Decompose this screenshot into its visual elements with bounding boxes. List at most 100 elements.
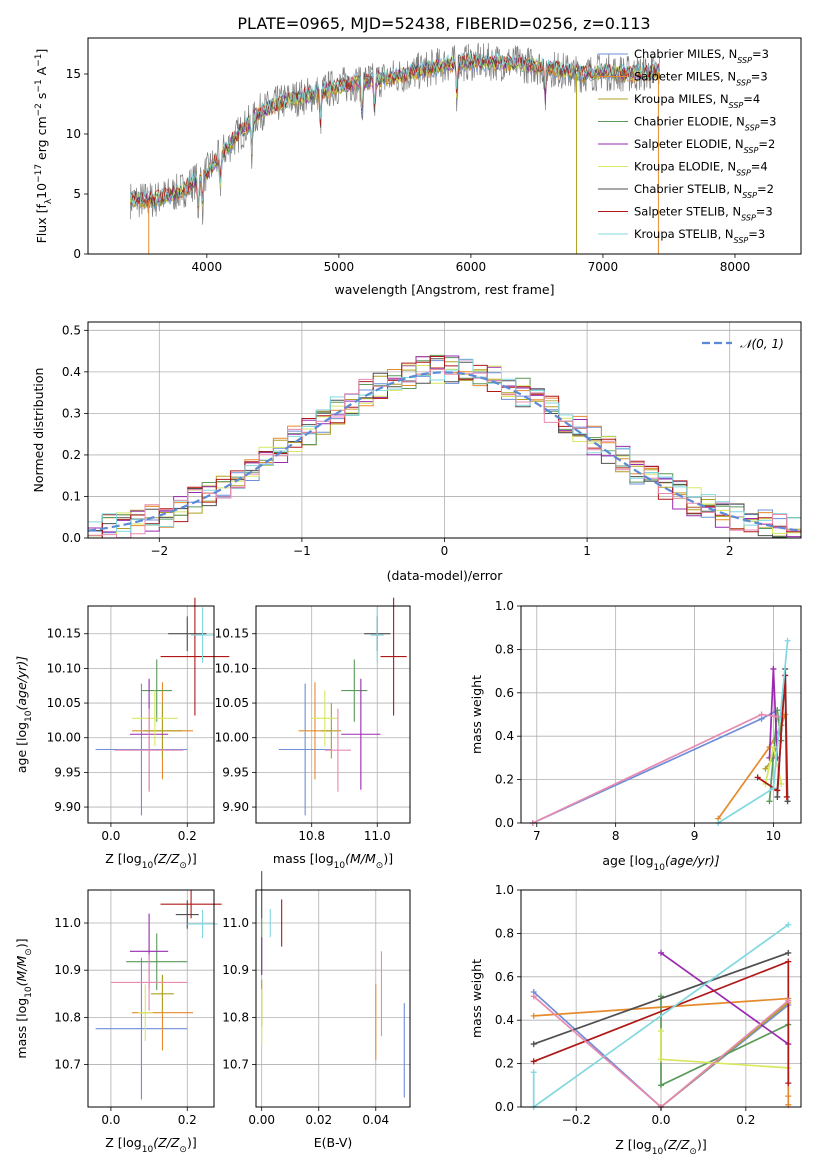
histogram-step — [88, 356, 801, 538]
x-axis-label: Z [log10(Z/Z⊙)] — [105, 1135, 196, 1155]
weight-point-marker — [658, 1028, 664, 1035]
weight-point-marker — [774, 787, 781, 794]
legend-entry: Chabrier ELODIE, NSSP=3 — [634, 115, 776, 133]
x-tick-label: 8 — [612, 829, 620, 843]
y-tick-label: 9.95 — [54, 765, 81, 779]
y-axis-label: mass weight — [469, 675, 484, 754]
x-tick-label: 2 — [726, 544, 734, 558]
weight-point-marker — [530, 1069, 537, 1076]
x-tick-label: 10.8 — [298, 829, 325, 843]
x-tick-label: 0.0 — [101, 1113, 120, 1127]
weight-point-marker — [785, 921, 792, 928]
weight-point-marker — [785, 958, 792, 965]
legend-entry: Kroupa ELODIE, NSSP=4 — [634, 160, 768, 178]
y-tick-label: 10.7 — [54, 1058, 81, 1072]
weight-point-marker — [658, 949, 664, 956]
legend-entry: Salpeter STELIB, NSSP=3 — [634, 205, 773, 223]
x-tick-label: 10 — [766, 829, 781, 843]
axes-frame — [255, 889, 411, 1108]
x-axis-label: E(B-V) — [314, 1135, 353, 1150]
weight-series-line — [757, 675, 788, 798]
x-tick-label: 0.02 — [305, 1113, 332, 1127]
legend-entry: Salpeter MILES, NSSP=3 — [634, 70, 768, 88]
figure-title: PLATE=0965, MJD=52438, FIBERID=0256, z=0… — [237, 14, 650, 33]
y-tick-label: 0.0 — [495, 816, 514, 830]
x-tick-label: 0.2 — [178, 829, 197, 843]
mass_vs_Z-panel: 0.0 0.2 10.7 10.8 10.9 11.0 Z [log10(Z/Z⊙)] mas… — [14, 889, 222, 1155]
y-tick-label: 0.2 — [495, 1057, 514, 1071]
x-tick-label: −2 — [150, 544, 168, 558]
y-tick-label: 9.95 — [222, 765, 249, 779]
normal-curve — [88, 371, 801, 532]
weight-point-marker — [766, 798, 773, 805]
weight-point-marker — [530, 1058, 537, 1065]
x-tick-label: 11.0 — [364, 829, 391, 843]
y-tick-label: 0.2 — [62, 448, 81, 462]
y-axis-label: mass weight — [469, 959, 484, 1038]
y-tick-label: 0.0 — [62, 531, 81, 545]
weight-point-marker — [530, 1041, 537, 1048]
weight-series-line — [533, 952, 789, 1045]
weight-series-line — [660, 996, 789, 1087]
x-axis-label: (data-model)/error — [387, 568, 504, 583]
weight-point-marker — [758, 711, 765, 718]
x-tick-label: 7000 — [588, 260, 619, 274]
y-tick-label: 10.00 — [47, 731, 81, 745]
weight-point-marker — [783, 793, 790, 800]
legend-entry: Kroupa MILES, NSSP=4 — [634, 92, 760, 110]
y-tick-label: 9.90 — [222, 800, 249, 814]
spectrum-legend: Chabrier MILES, NSSP=3 Salpeter MILES, NS… — [598, 47, 776, 245]
residuals-panel: −2 −1 0 1 2 0.0 0.1 0.2 0.3 0.4 0.5 (data-model)/er… — [31, 321, 802, 583]
weight-point-marker — [762, 765, 769, 772]
histograms — [88, 354, 801, 538]
x-tick-label: 1 — [583, 544, 591, 558]
weight-point-marker — [770, 785, 777, 792]
x-tick-label: 0.0 — [101, 829, 120, 843]
weight-point-marker — [774, 793, 781, 800]
weight-point-marker — [785, 997, 792, 1004]
y-tick-label: 0.4 — [62, 365, 81, 379]
legend-entry: Chabrier MILES, NSSP=3 — [634, 47, 769, 65]
y-tick-label: 1.0 — [495, 883, 514, 897]
weight-point-marker — [785, 1080, 792, 1087]
legend-entry: Kroupa STELIB, NSSP=3 — [634, 227, 765, 245]
histogram-step — [88, 368, 801, 538]
x-axis-label: wavelength [Angstrom, rest frame] — [334, 282, 554, 297]
mass_vs_ebv-panel: 0.00 0.02 0.04 10.7 10.8 10.9 11.0 E(B-V) — [222, 871, 411, 1150]
axes-frame — [520, 605, 802, 824]
weight-point-marker — [785, 1093, 792, 1100]
axes-frame — [255, 605, 411, 824]
y-tick-label: 10.9 — [54, 963, 81, 977]
x-tick-label: 7 — [533, 829, 541, 843]
weight-point-marker — [784, 637, 791, 644]
x-tick-label: 0.2 — [736, 1113, 755, 1127]
y-tick-label: 11.0 — [54, 916, 81, 930]
y-tick-label: 0.3 — [62, 406, 81, 420]
x-tick-label: −0.2 — [562, 1113, 591, 1127]
y-tick-label: 10.7 — [222, 1058, 249, 1072]
x-tick-label: 0 — [441, 544, 449, 558]
weight-point-marker — [785, 949, 792, 956]
y-tick-label: 15 — [66, 67, 81, 81]
x-tick-label: 0.04 — [362, 1113, 389, 1127]
weight_vs_age-panel: 7 8 9 10 0.0 0.2 0.4 0.6 0.8 1.0 age [log10(age/yr… — [469, 599, 802, 873]
weight-point-marker — [778, 780, 785, 787]
y-tick-label: 10.15 — [215, 627, 249, 641]
weight-point-marker — [530, 993, 537, 1000]
y-tick-label: 0.6 — [495, 970, 514, 984]
axes-frame — [87, 37, 802, 255]
y-tick-label: 10.10 — [215, 661, 249, 675]
x-axis-label: mass [log10(M/M⊙)] — [273, 851, 393, 871]
x-tick-label: 4000 — [192, 260, 223, 274]
x-axis-label: age [log10(age/yr)] — [602, 853, 719, 873]
y-tick-label: 10.9 — [222, 963, 249, 977]
x-axis-label: Z [log10(Z/Z⊙)] — [615, 1137, 706, 1157]
weight-point-marker — [784, 798, 791, 805]
y-tick-label: 0.0 — [495, 1100, 514, 1114]
x-tick-label: 0.00 — [248, 1113, 275, 1127]
y-tick-label: 0.8 — [495, 642, 514, 656]
y-tick-label: 10.8 — [222, 1010, 249, 1024]
y-tick-label: 0 — [73, 247, 81, 261]
model-spectrum-line — [129, 51, 660, 207]
